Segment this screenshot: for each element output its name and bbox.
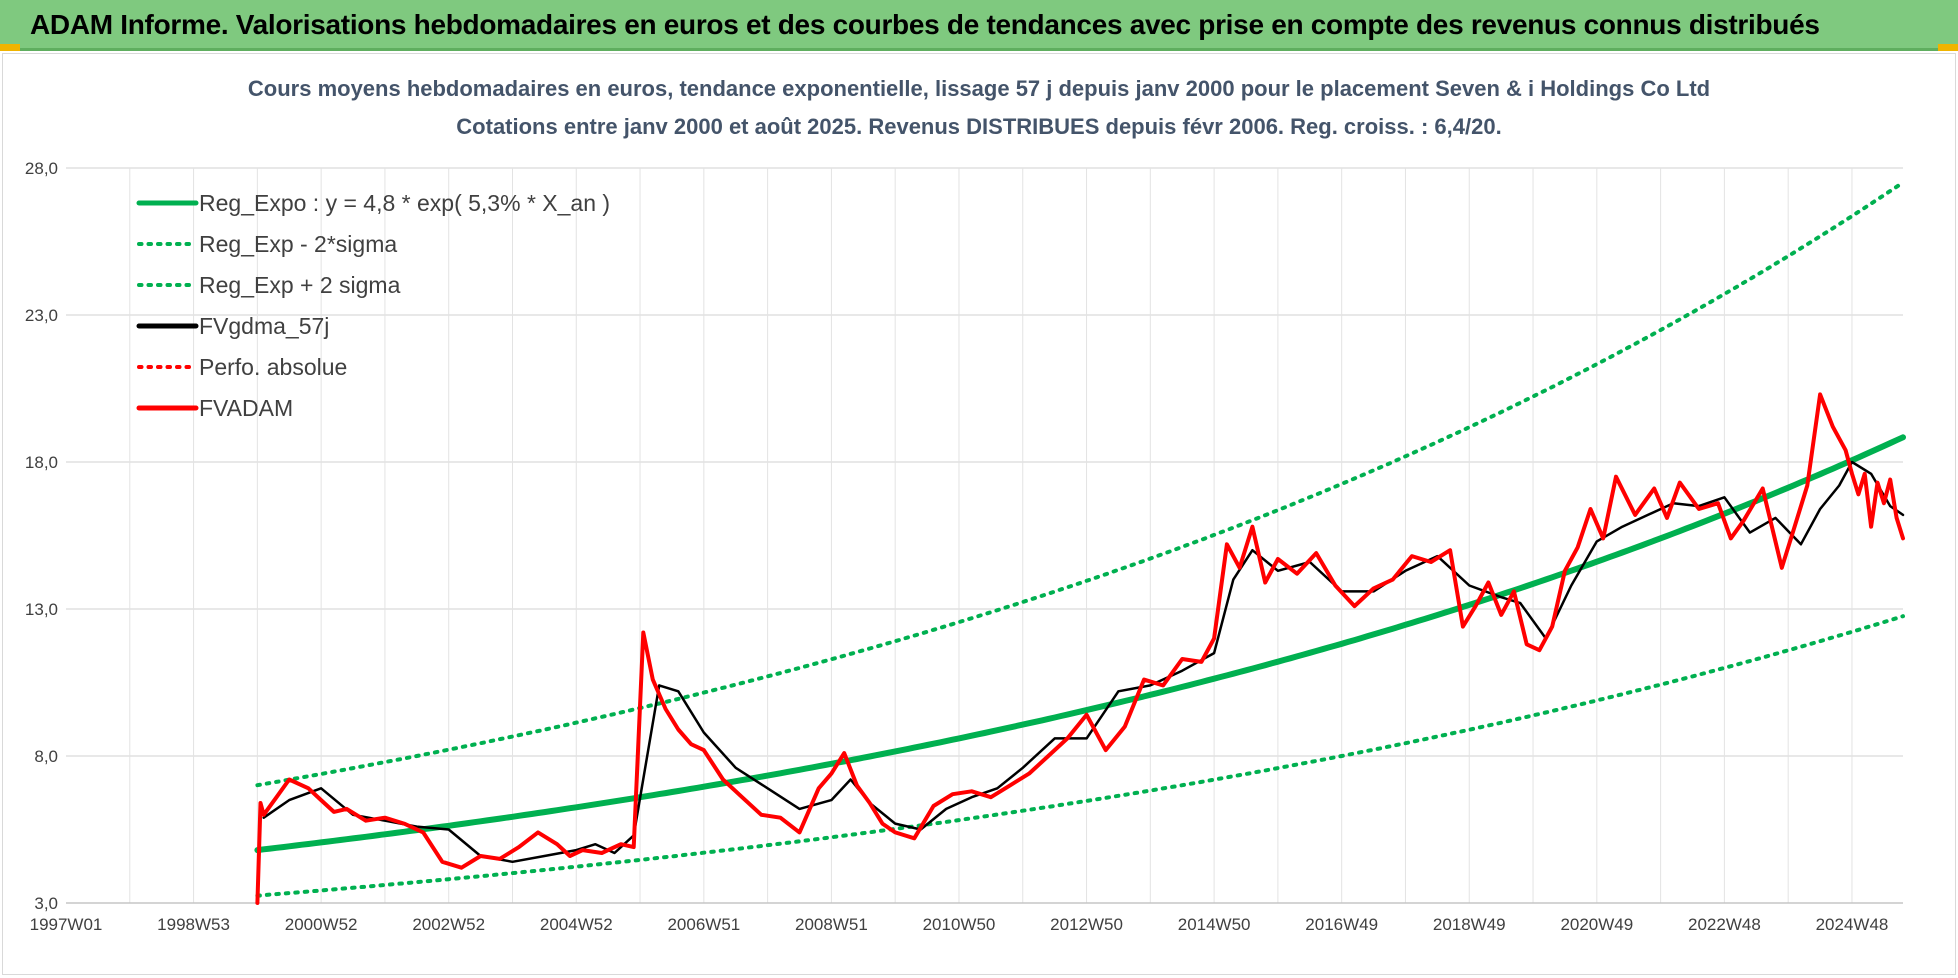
x-tick-label: 2004W52 xyxy=(540,915,613,934)
series-line-0 xyxy=(254,434,1906,854)
line-chart: 3,0 8,0 13,0 18,0 23,0 28,0 1997W01 1998W53 2000… xyxy=(25,76,1906,934)
report-title: ADAM Informe. Valorisations hebdomadaire… xyxy=(30,9,1820,40)
series-line-1 xyxy=(255,614,1905,898)
x-tick-label: 2018W49 xyxy=(1433,915,1506,934)
x-tick-label: 1997W01 xyxy=(30,915,103,934)
series-line-3 xyxy=(262,460,1905,864)
legend-label: Reg_Exp - 2*sigma xyxy=(199,231,397,257)
y-tick-label: 23,0 xyxy=(25,306,58,325)
x-tick-label: 2016W49 xyxy=(1305,915,1378,934)
chart-title: Cours moyens hebdomadaires en euros, ten… xyxy=(248,76,1710,101)
y-tick-label: 3,0 xyxy=(34,894,58,913)
y-tick-label: 8,0 xyxy=(34,747,58,766)
legend-label: FVgdma_57j xyxy=(199,313,329,339)
report-banner: ADAM Informe. Valorisations hebdomadaire… xyxy=(0,0,1958,51)
banner-corner-right xyxy=(1938,44,1958,51)
grid xyxy=(66,167,1903,904)
x-tick-label: 2022W48 xyxy=(1688,915,1761,934)
y-tick-label: 28,0 xyxy=(25,159,58,178)
x-tick-label: 2020W49 xyxy=(1560,915,1633,934)
legend-label: FVADAM xyxy=(199,395,293,421)
x-tick-label: 2008W51 xyxy=(795,915,868,934)
legend-label: Reg_Expo : y = 4,8 * exp( 5,3% * X_an ) xyxy=(199,190,610,216)
x-tick-label: 2024W48 xyxy=(1816,915,1889,934)
x-tick-label: 2010W50 xyxy=(923,915,996,934)
legend: Reg_Expo : y = 4,8 * exp( 5,3% * X_an ) R… xyxy=(136,190,610,421)
y-tick-label: 18,0 xyxy=(25,453,58,472)
chart-subtitle: Cotations entre janv 2000 et août 2025. … xyxy=(456,114,1501,139)
x-tick-label: 1998W53 xyxy=(157,915,230,934)
x-tick-label: 2002W52 xyxy=(412,915,485,934)
y-tick-label: 13,0 xyxy=(25,600,58,619)
x-tick-label: 2006W51 xyxy=(667,915,740,934)
series-line-5 xyxy=(255,392,1905,905)
legend-label: Reg_Exp + 2 sigma xyxy=(199,272,401,298)
x-tick-label: 2012W50 xyxy=(1050,915,1123,934)
x-tick-label: 2014W50 xyxy=(1178,915,1251,934)
banner-corner-left xyxy=(0,44,20,51)
axis-ticks: 3,0 8,0 13,0 18,0 23,0 28,0 1997W01 1998W53 2000… xyxy=(25,159,1888,934)
chart-area: 3,0 8,0 13,0 18,0 23,0 28,0 1997W01 1998W53 2000… xyxy=(2,53,1956,975)
series-line-2 xyxy=(255,180,1905,788)
series-layer xyxy=(254,180,1906,905)
x-tick-label: 2000W52 xyxy=(285,915,358,934)
legend-label: Perfo. absolue xyxy=(199,354,347,380)
